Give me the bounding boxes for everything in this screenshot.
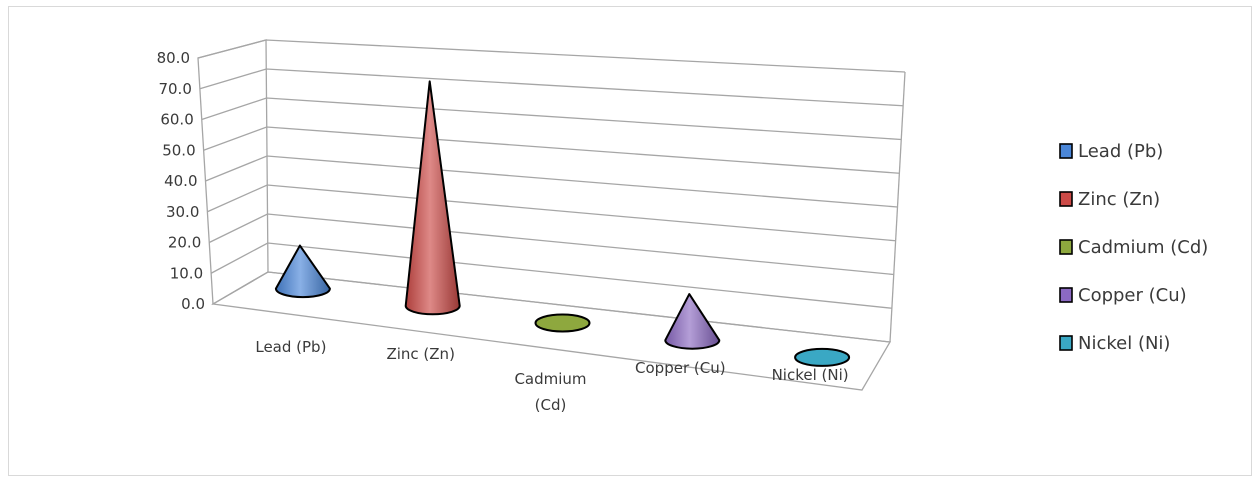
x-axis-labels: Lead (Pb) Zinc (Zn) Cadmium (Cd) Copper (Cu)… — [255, 338, 848, 414]
gridline — [197, 39, 906, 73]
cone-body — [664, 293, 721, 350]
legend-label: Copper (Cu) — [1078, 285, 1187, 306]
cone-cadmium — [534, 313, 591, 333]
legend-label: Nickel (Ni) — [1078, 333, 1170, 354]
gridline — [199, 68, 904, 107]
legend-swatch — [1059, 335, 1073, 351]
legend-swatch — [1059, 191, 1073, 207]
y-tick-label: 0.0 — [181, 295, 205, 313]
cone-body — [274, 244, 331, 299]
y-tick-label: 20.0 — [168, 234, 201, 252]
x-tick-label: Zinc (Zn) — [386, 345, 454, 363]
y-tick-label: 10.0 — [170, 264, 203, 282]
y-tick-label: 70.0 — [158, 80, 191, 98]
legend-swatch — [1059, 287, 1073, 303]
y-tick-label: 80.0 — [157, 49, 190, 67]
cone-nickel — [794, 347, 851, 367]
x-tick-label: Cadmium (Cd) — [514, 370, 586, 414]
y-tick-label: 50.0 — [162, 141, 195, 159]
gridline — [207, 184, 896, 242]
gridline — [208, 213, 894, 276]
x-tick-label: Nickel (Ni) — [772, 366, 849, 384]
cone-copper — [664, 293, 721, 350]
y-axis-ticks: 0.0 10.0 20.0 30.0 40.0 50.0 60.0 70.0 80.0 — [157, 49, 205, 313]
gridline — [203, 126, 900, 174]
gridlines — [197, 39, 906, 343]
legend-swatch — [1059, 239, 1073, 255]
cone-base — [534, 313, 591, 333]
y-tick-label: 60.0 — [160, 111, 193, 129]
legend-swatch — [1059, 143, 1073, 159]
left-wall — [197, 39, 269, 306]
cone-body — [404, 80, 461, 316]
x-tick-label: Lead (Pb) — [255, 338, 326, 356]
gridline — [210, 242, 892, 309]
gridline — [201, 97, 902, 141]
legend: Lead (Pb) Zinc (Zn) Cadmium (Cd) Copper (Cu… — [1059, 141, 1208, 354]
data-cones — [274, 80, 851, 367]
cone-lead — [274, 244, 331, 299]
y-tick-label: 30.0 — [166, 203, 199, 221]
cone-base — [794, 347, 851, 367]
y-tick-label: 40.0 — [164, 172, 197, 190]
cone-zinc — [404, 80, 461, 316]
gridline — [205, 155, 898, 208]
x-tick-label: Copper (Cu) — [635, 359, 726, 377]
legend-label: Cadmium (Cd) — [1078, 237, 1208, 258]
legend-label: Lead (Pb) — [1078, 141, 1163, 162]
legend-label: Zinc (Zn) — [1078, 189, 1160, 210]
